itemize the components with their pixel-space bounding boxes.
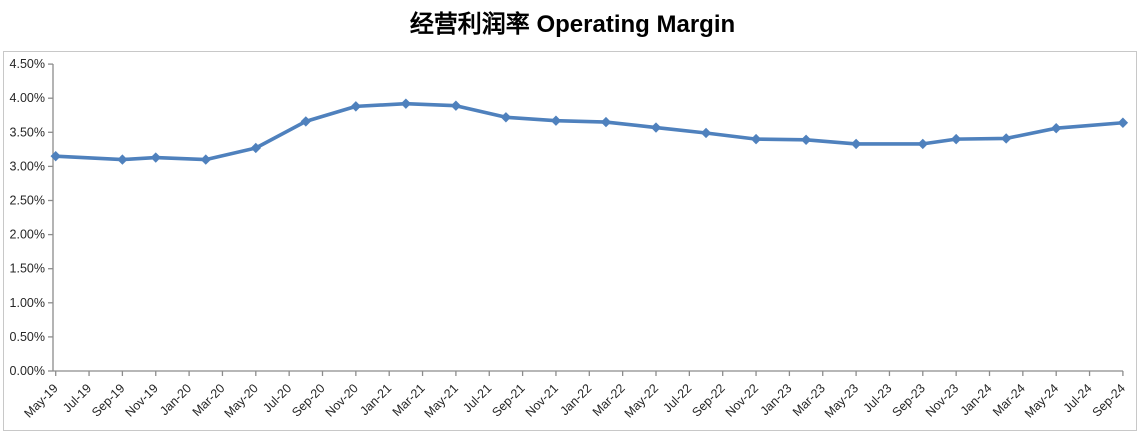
y-axis-tick-label: 2.00% xyxy=(10,228,45,242)
x-axis-tick-label: Nov-22 xyxy=(723,381,761,419)
x-axis-tick-label: Sep-21 xyxy=(489,381,527,419)
data-point-marker xyxy=(150,152,161,163)
x-axis-tick-label: Jan-20 xyxy=(157,381,194,418)
data-point-marker xyxy=(300,116,312,127)
data-point-marker xyxy=(200,154,211,165)
x-axis-tick-label: Sep-22 xyxy=(689,381,727,419)
x-axis-tick-label: Jan-24 xyxy=(958,381,995,418)
x-axis-tick-label: Mar-24 xyxy=(990,381,1028,419)
data-point-marker xyxy=(700,127,712,139)
x-axis-tick-label: Nov-19 xyxy=(122,381,160,419)
x-axis-tick-label: Nov-21 xyxy=(523,381,561,419)
x-axis-tick-label: Sep-19 xyxy=(89,381,127,419)
y-axis-tick-label: 3.50% xyxy=(10,125,45,139)
series-line-operating-margin xyxy=(53,101,1125,162)
y-axis-tick-label: 1.00% xyxy=(10,296,45,310)
y-axis-tick-label: 4.50% xyxy=(10,57,45,71)
data-point-marker xyxy=(350,101,362,112)
x-axis-tick-label: Jan-22 xyxy=(557,381,594,418)
y-axis-tick-label: 1.50% xyxy=(10,262,45,276)
data-point-marker xyxy=(850,138,862,150)
data-point-marker xyxy=(400,98,412,109)
x-axis-tick-label: May-24 xyxy=(1022,381,1061,420)
x-axis-tick-label: May-19 xyxy=(21,381,60,420)
y-axis-tick-label: 0.00% xyxy=(10,364,45,378)
x-axis-tick-label: Jan-23 xyxy=(758,381,795,418)
x-axis-tick-label: May-22 xyxy=(622,381,661,420)
data-point-marker xyxy=(450,100,462,111)
y-axis-tick-label: 3.00% xyxy=(10,159,45,173)
x-axis-tick-label: May-21 xyxy=(422,381,461,420)
x-axis-tick-label: May-20 xyxy=(222,381,261,420)
x-axis-tick-label: Sep-24 xyxy=(1090,381,1128,419)
data-point-marker xyxy=(500,112,512,123)
data-point-marker xyxy=(950,133,962,145)
x-axis-tick-label: Sep-23 xyxy=(890,381,928,419)
x-axis-tick-label: Nov-23 xyxy=(923,381,961,419)
x-axis-tick-label: Mar-21 xyxy=(390,381,428,419)
data-point-marker xyxy=(50,150,61,162)
x-axis-tick-label: Jan-21 xyxy=(357,381,394,418)
data-point-marker xyxy=(250,142,261,154)
data-point-marker xyxy=(1117,117,1129,128)
x-axis-tick-label: Sep-20 xyxy=(289,381,327,419)
y-axis-tick-label: 2.50% xyxy=(10,194,45,208)
data-point-marker xyxy=(650,122,662,133)
data-point-marker xyxy=(1000,133,1012,144)
x-axis-tick-label: Mar-20 xyxy=(190,381,228,419)
chart-title: 经营利润率 Operating Margin xyxy=(409,11,736,38)
x-axis-tick-label: May-23 xyxy=(822,381,861,420)
y-axis-tick-label: 4.00% xyxy=(10,91,45,105)
x-axis-tick-label: Nov-20 xyxy=(323,381,361,419)
data-point-marker xyxy=(550,115,562,126)
data-point-marker xyxy=(600,116,612,128)
data-point-marker xyxy=(800,134,812,146)
data-point-marker xyxy=(917,138,928,150)
data-point-marker xyxy=(750,133,762,145)
x-axis-tick-label: Mar-22 xyxy=(590,381,628,419)
x-axis-tick-label: Mar-23 xyxy=(790,381,828,419)
data-point-marker xyxy=(117,154,128,165)
data-point-marker xyxy=(1051,123,1062,134)
chart-frame xyxy=(3,51,1137,431)
y-axis-tick-label: 0.50% xyxy=(10,330,45,344)
